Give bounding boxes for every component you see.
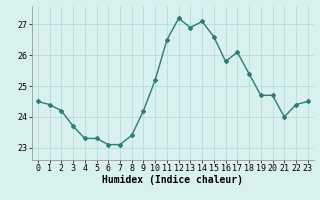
X-axis label: Humidex (Indice chaleur): Humidex (Indice chaleur) xyxy=(102,175,243,185)
